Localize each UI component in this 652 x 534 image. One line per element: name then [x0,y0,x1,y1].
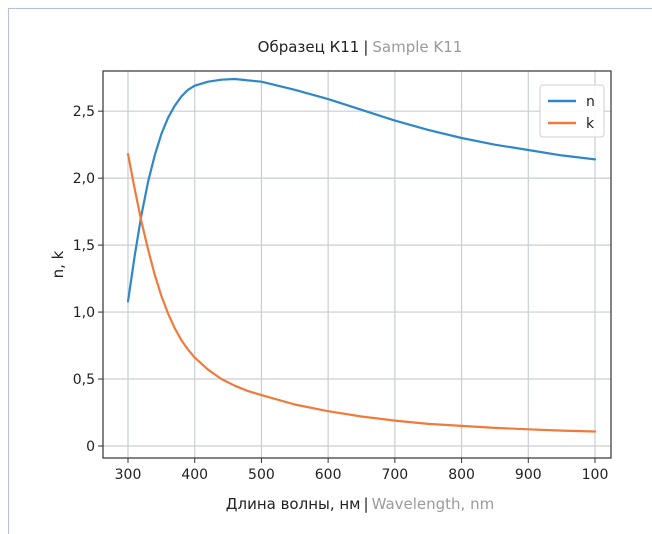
legend-label-n: n [586,94,595,110]
y-tick-label: 0 [86,439,95,455]
panel-border-left [8,8,9,534]
chart-title: Образец К11 | Sample K11 [0,38,652,56]
x-axis-title-separator: | [363,495,369,513]
legend-box [539,84,605,138]
panel-border-top [8,8,652,9]
series-line-n [126,77,597,303]
x-tick-label: 100 [582,467,609,483]
x-tick-label: 600 [315,467,342,483]
x-axis-title-en: Wavelength, nm [371,495,495,513]
y-tick-label: 2,5 [73,104,95,120]
y-axis-title: n, k [49,250,67,278]
series-line-k [126,152,597,433]
y-tick-label: 0,5 [73,372,95,388]
x-tick-label: 500 [248,467,275,483]
x-tick-label: 800 [448,467,475,483]
chart-title-separator: | [363,38,369,56]
y-tick-label: 1,0 [73,305,95,321]
plot-frame [102,70,612,459]
x-tick-label: 300 [115,467,142,483]
x-axis-title-ru: Длина волны, нм [225,495,361,513]
y-tick-label: 2,0 [73,171,95,187]
y-tick-label: 1,5 [73,238,95,254]
x-axis-title: Длина волны, нм | Wavelength, nm [0,495,652,513]
legend-label-k: k [586,116,595,132]
chart-title-ru: Образец К11 [257,38,360,56]
x-tick-label: 900 [515,467,542,483]
x-tick-label: 400 [181,467,208,483]
x-tick-label: 700 [381,467,408,483]
chart-title-en: Sample K11 [372,38,463,56]
